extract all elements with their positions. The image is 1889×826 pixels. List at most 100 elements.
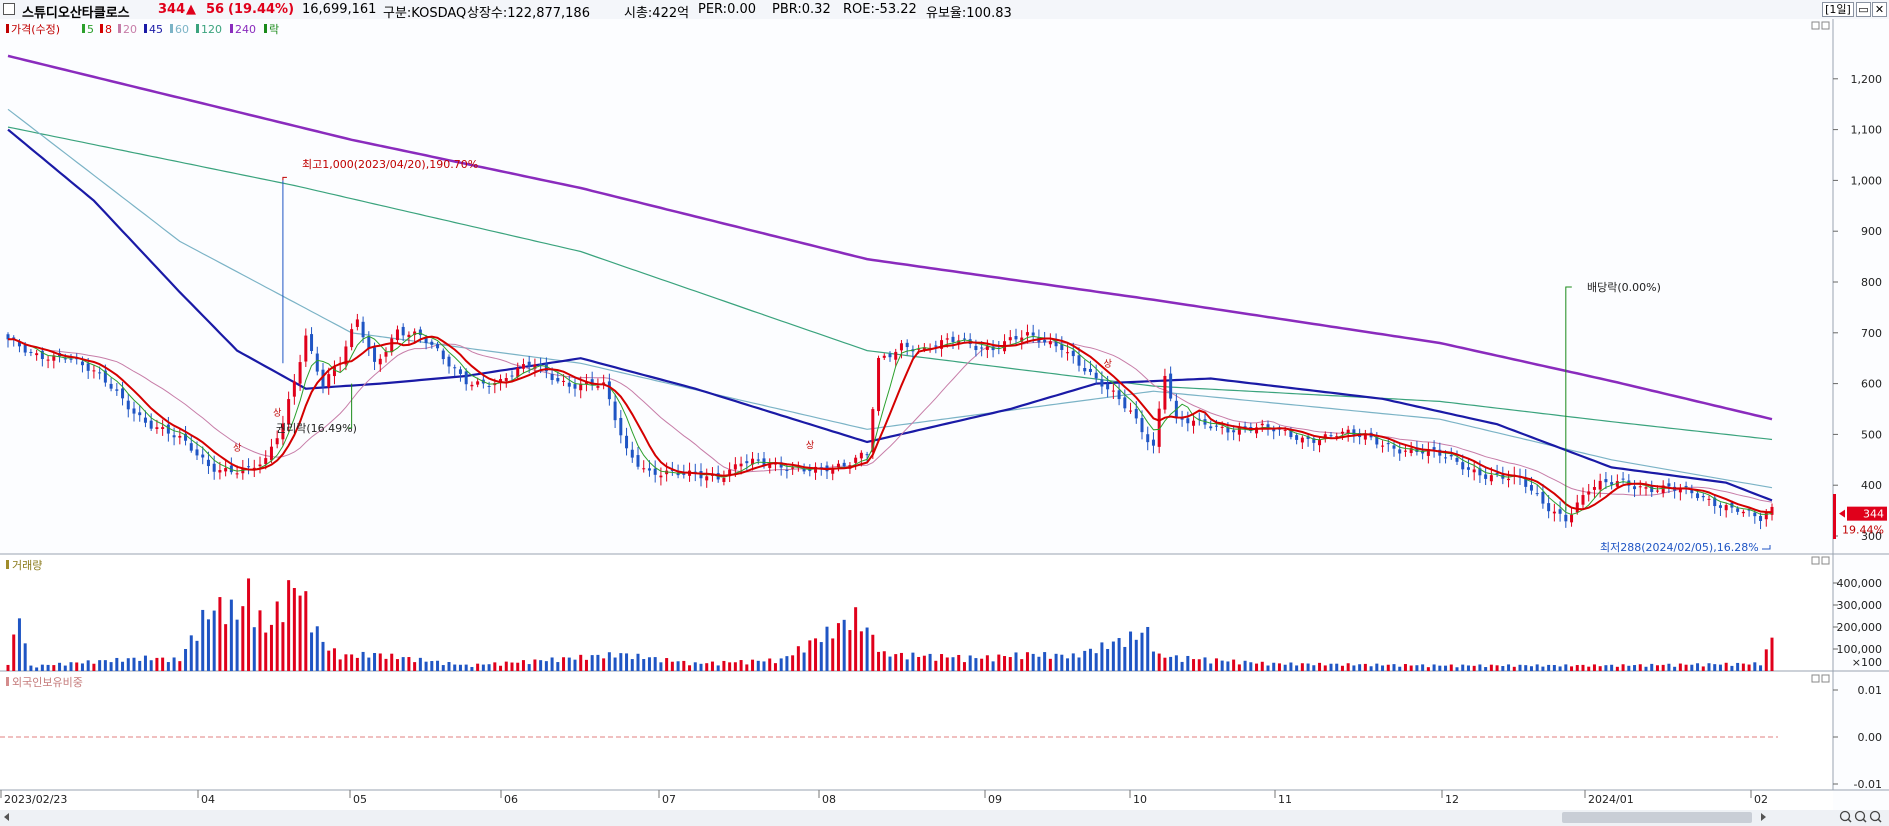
candle <box>441 350 445 360</box>
volume-bar <box>768 658 772 671</box>
candle <box>1363 434 1367 440</box>
candle <box>315 353 319 372</box>
volume-bar <box>476 663 480 671</box>
volume-bar <box>773 663 777 671</box>
volume-bar <box>1100 642 1104 671</box>
volume-bar <box>458 664 462 671</box>
foreign-title: 외국인보유비중 <box>12 676 83 689</box>
candle <box>212 463 216 472</box>
volume-bar <box>258 610 262 671</box>
candle <box>418 329 422 336</box>
candle <box>1381 445 1385 447</box>
period-button[interactable]: [1일] <box>1822 2 1854 17</box>
candle <box>86 363 90 371</box>
candle <box>1638 486 1642 488</box>
volume-bar <box>1421 664 1425 671</box>
dividend-marker <box>1565 286 1572 511</box>
panel-checkbox[interactable] <box>3 3 15 15</box>
candle <box>350 329 354 348</box>
zoom-out-icon[interactable] <box>1839 810 1851 822</box>
volume-bar <box>1306 663 1310 671</box>
volume-bar <box>1197 659 1201 671</box>
axis-column-bg <box>1833 19 1889 826</box>
candle <box>739 463 743 467</box>
candle <box>1415 447 1419 452</box>
candle <box>161 427 165 429</box>
scroll-right-icon[interactable] <box>1761 813 1766 821</box>
volume-bar <box>636 653 640 671</box>
scroll-left-icon[interactable] <box>4 813 9 821</box>
volume-bar <box>298 595 302 671</box>
volume-tick-label: 200,000 <box>1837 621 1883 634</box>
candle <box>132 408 136 414</box>
candle <box>395 329 399 341</box>
current-price: 344 <box>158 2 186 17</box>
panel-maximize-icon[interactable] <box>1811 674 1820 683</box>
candle <box>258 464 262 467</box>
volume-bar <box>132 657 136 671</box>
x-tick-label: 10 <box>1133 793 1147 806</box>
candle <box>1592 487 1596 490</box>
volume-bar <box>1266 665 1270 671</box>
legend-label: 45 <box>149 23 163 36</box>
panel-maximize-icon[interactable] <box>1811 21 1820 30</box>
panel-close-icon[interactable] <box>1821 556 1830 565</box>
volume-bar <box>338 659 342 671</box>
candle <box>1106 384 1110 390</box>
candle <box>115 389 119 391</box>
volume-bar <box>212 610 216 671</box>
zoom-reset-icon[interactable] <box>1854 810 1866 822</box>
candle <box>1272 429 1276 432</box>
volume-bar <box>1346 663 1350 671</box>
candle <box>951 336 955 342</box>
foreign-tick-label: 0.00 <box>1858 731 1883 744</box>
volume-bar <box>367 657 371 671</box>
volume-bar <box>940 654 944 671</box>
zoom-in-icon[interactable] <box>1869 810 1881 822</box>
volume-bar <box>1031 653 1035 671</box>
market-cap: 시총:422억 <box>624 6 690 21</box>
volume-bar <box>1409 665 1413 671</box>
candle <box>1570 514 1574 523</box>
panel-close-icon[interactable] <box>1821 674 1830 683</box>
volume-bar <box>865 627 869 671</box>
candle <box>195 449 199 456</box>
pbr-value: PBR:0.32 <box>772 2 831 17</box>
candle <box>888 353 892 358</box>
volume-bar <box>1524 665 1528 671</box>
x-tick-label: 12 <box>1445 793 1459 806</box>
candle <box>98 372 102 374</box>
volume-bar <box>665 658 669 671</box>
volume-bar <box>1157 653 1161 671</box>
candle <box>917 348 921 350</box>
panel-maximize-icon[interactable] <box>1811 556 1820 565</box>
scrollbar-thumb[interactable] <box>1562 812 1752 823</box>
minimize-icon[interactable]: ▭ <box>1856 2 1871 17</box>
candle <box>138 412 142 416</box>
candle <box>1312 438 1316 443</box>
candle <box>390 338 394 353</box>
close-icon[interactable]: ✕ <box>1872 2 1887 17</box>
volume-bar <box>710 661 714 671</box>
zoom-in-icon-handle <box>1877 818 1882 823</box>
foreign-title-marker <box>6 677 9 686</box>
candle <box>344 346 348 365</box>
volume-bar <box>58 662 62 671</box>
candle <box>1020 337 1024 342</box>
candle <box>29 351 33 353</box>
volume-bar <box>1764 649 1768 671</box>
candle <box>957 340 961 345</box>
candle <box>6 334 10 340</box>
candle <box>252 467 256 469</box>
candle <box>659 475 663 478</box>
candle <box>945 338 949 340</box>
candle <box>642 468 646 470</box>
panel-close-icon[interactable] <box>1821 21 1830 30</box>
volume-bar <box>1570 666 1574 671</box>
volume-bar <box>1260 661 1264 671</box>
volume-bar <box>848 630 852 671</box>
volume-bar <box>1678 663 1682 671</box>
volume-bar <box>1455 667 1459 671</box>
volume-bar <box>733 662 737 671</box>
